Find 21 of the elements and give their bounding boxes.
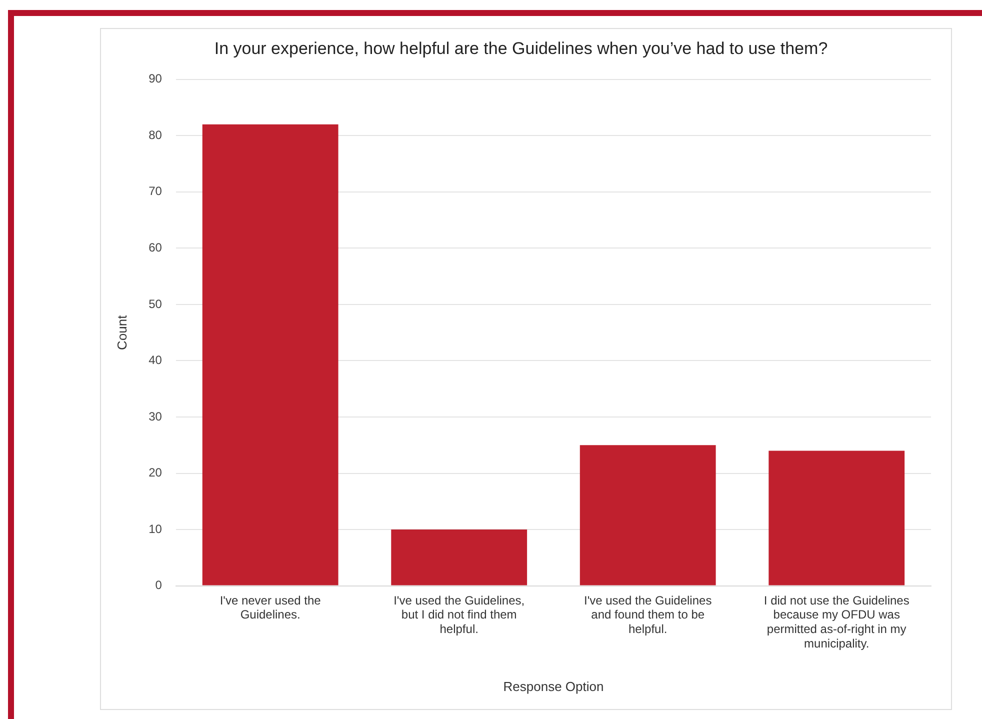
x-tick-label: I've never used the Guidelines.: [220, 593, 322, 622]
bar: [580, 445, 716, 586]
bar: [202, 124, 338, 586]
y-tick-label: 40: [148, 353, 162, 368]
y-tick-label: 50: [148, 296, 162, 311]
y-tick-label: 10: [148, 522, 162, 536]
x-tick-label: I did not use the Guidelines because my OFDU was permitted as-of-right in my municipality.: [764, 593, 910, 651]
x-axis-title: Response Option: [503, 678, 604, 694]
x-tick-label: I've used the Guidelines and found them to be helpful.: [584, 593, 712, 636]
y-tick-label: 30: [148, 409, 162, 424]
y-tick-label: 70: [148, 184, 162, 198]
bar: [391, 530, 528, 586]
y-tick-label: 80: [148, 128, 162, 142]
y-axis-title: Count: [114, 314, 130, 350]
y-tick-label: 60: [148, 240, 162, 255]
x-tick-label: I've used the Guidelines, but I did not find them helpful.: [394, 593, 525, 636]
y-tick-label: 20: [148, 466, 162, 480]
y-tick-label: 90: [148, 72, 162, 86]
bar: [768, 450, 905, 586]
y-tick-label: 0: [155, 578, 162, 592]
chart-title: In your experience, how helpful are the Guidelines when you’ve had to use them?: [214, 38, 828, 58]
